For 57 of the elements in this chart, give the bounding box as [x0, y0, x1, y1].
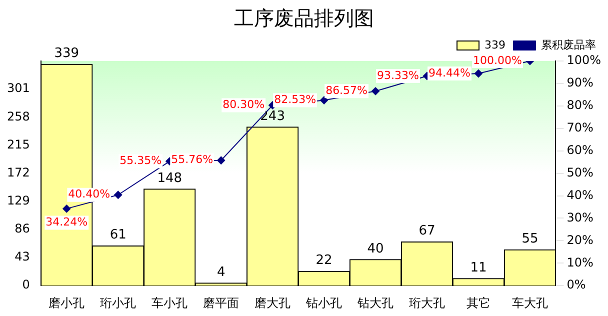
data-label: 80.30% [222, 98, 265, 112]
x-tick-label: 钻大孔 [356, 296, 394, 310]
data-label: 40 [367, 241, 384, 256]
point [114, 190, 122, 199]
chart-title: 工序废品排列图 [234, 6, 374, 30]
y-tick-label: 129 [7, 194, 30, 208]
point [474, 69, 482, 78]
y-tick-label: 215 [7, 137, 30, 152]
data-label: 34.24% [46, 216, 88, 229]
data-label: 86.57% [326, 84, 368, 98]
x-tick-label: 车小孔 [152, 296, 188, 310]
x-tick-label: 磨小孔 [48, 296, 85, 310]
legend-label: 339 [484, 38, 506, 52]
x-tick-label: 磨大孔 [254, 296, 291, 310]
y-tick-label: 86 [14, 222, 30, 236]
y2-tick-label: 20% [566, 232, 594, 247]
y-tick-label: 0 [22, 278, 30, 292]
data-label: 339 [54, 46, 80, 62]
data-label: 100.00% [473, 54, 522, 67]
data-label: 93.33% [377, 68, 419, 82]
y2-tick-label: 70% [566, 120, 594, 135]
point [62, 204, 71, 213]
y2-tick-label: 100% [566, 53, 602, 68]
x-tick-label: 其它 [466, 296, 490, 310]
data-label: 4 [216, 264, 226, 280]
data-label: 67 [418, 224, 436, 239]
y2-tick-label: 80% [566, 98, 594, 112]
y2-tick-label: 10% [566, 255, 594, 270]
data-label: 40.40% [68, 188, 110, 201]
x-tick-label: 珩小孔 [100, 296, 136, 310]
y2-tick-label: 60% [566, 142, 594, 157]
y2-tick-label: 30% [566, 210, 594, 224]
data-label: 82.53% [274, 93, 316, 106]
y-tick-label: 43 [14, 250, 30, 264]
data-label: 148 [157, 170, 182, 186]
data-label: 55 [522, 232, 538, 247]
x-tick-label: 车大孔 [512, 296, 548, 310]
y-tick-label: 301 [7, 81, 30, 96]
y2-tick-label: 40% [566, 188, 594, 202]
point [217, 156, 226, 164]
y-tick-label: 172 [7, 165, 30, 180]
point [372, 87, 380, 96]
x-tick-label: 磨平面 [203, 296, 240, 310]
y2-tick-label: 0% [566, 278, 586, 292]
point [320, 96, 328, 104]
data-label: 94.44% [428, 66, 470, 80]
x-tick-label: 珩大孔 [408, 296, 445, 310]
data-label: 22 [316, 253, 332, 268]
y2-tick-label: 90% [566, 76, 594, 90]
data-label: 61 [110, 228, 126, 243]
data-label: 11 [470, 260, 487, 276]
legend-label: 累积废品率 [541, 38, 596, 52]
x-tick-label: 钻小孔 [305, 296, 342, 310]
data-label: 55.35% [120, 154, 162, 168]
y-tick-label: 258 [7, 109, 30, 124]
y2-tick-label: 50% [566, 165, 594, 180]
data-label: 55.76% [171, 153, 214, 166]
